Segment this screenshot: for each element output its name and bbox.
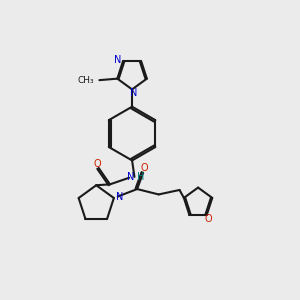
Text: O: O: [93, 159, 101, 169]
Text: O: O: [141, 164, 148, 173]
Text: N: N: [114, 55, 121, 65]
Text: N: N: [130, 88, 137, 98]
Text: N: N: [127, 172, 135, 182]
Text: N: N: [116, 192, 123, 202]
Text: CH₃: CH₃: [77, 76, 94, 85]
Text: H: H: [137, 172, 144, 182]
Text: O: O: [205, 214, 212, 224]
